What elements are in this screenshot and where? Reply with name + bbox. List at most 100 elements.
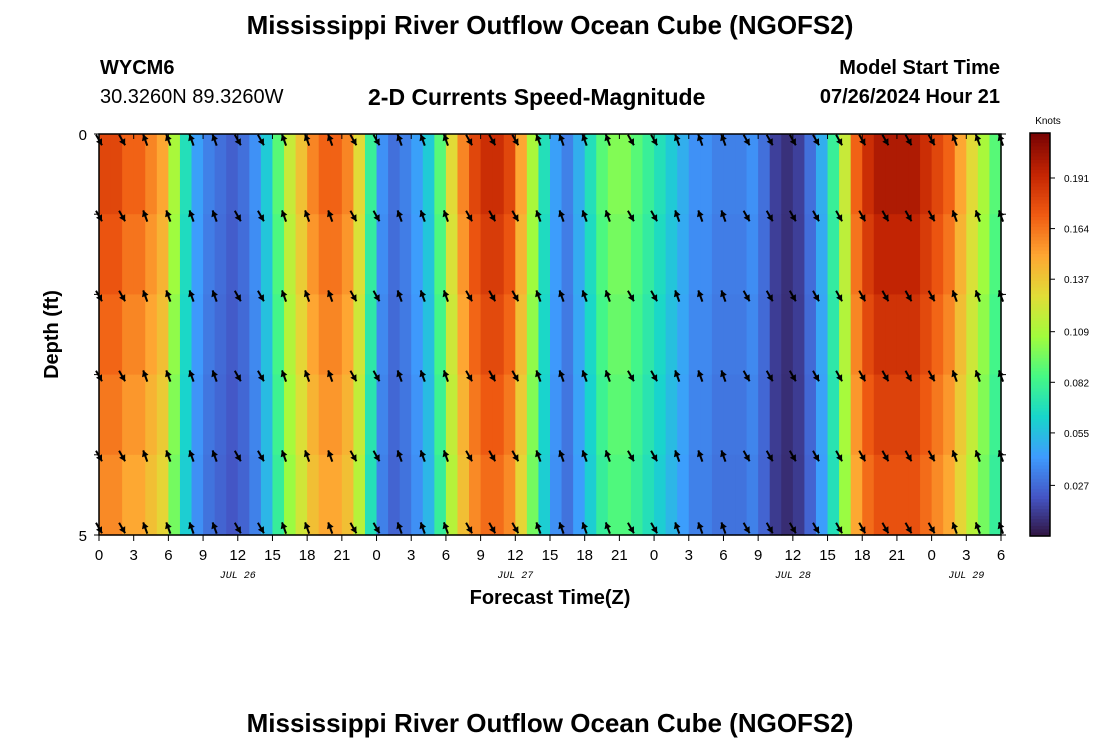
current-arrow xyxy=(650,134,658,146)
heatmap-cell xyxy=(596,454,609,536)
current-arrow xyxy=(142,210,149,222)
heatmap-cell xyxy=(954,454,967,536)
colorbar-segment xyxy=(1030,368,1050,373)
heatmap-cell xyxy=(873,214,886,295)
current-arrow xyxy=(327,370,334,382)
heatmap-cell xyxy=(966,214,979,295)
heatmap-cell xyxy=(191,294,204,376)
current-arrow xyxy=(488,370,497,382)
heatmap-cell xyxy=(550,374,563,456)
colorbar-segment xyxy=(1030,515,1050,520)
heatmap-cell xyxy=(515,214,528,295)
current-arrow xyxy=(581,210,588,222)
heatmap-cell xyxy=(307,214,320,295)
x-tick-label: 15 xyxy=(264,547,281,564)
heatmap-cell xyxy=(758,454,771,536)
current-arrow xyxy=(257,134,265,146)
heatmap-cell xyxy=(723,294,736,376)
current-arrow xyxy=(465,210,473,222)
heatmap-cell xyxy=(630,454,644,536)
current-arrow xyxy=(211,522,218,534)
colorbar-segment xyxy=(1030,371,1050,376)
current-arrow xyxy=(558,370,565,382)
heatmap-cell xyxy=(168,294,181,376)
heatmap-cell xyxy=(665,214,678,295)
heatmap-cell xyxy=(122,454,135,536)
heatmap-cell xyxy=(839,454,852,536)
heatmap-cell xyxy=(827,134,840,215)
colorbar-segment xyxy=(1030,532,1050,537)
heatmap-cell xyxy=(850,374,863,456)
current-arrow xyxy=(812,522,820,534)
heatmap-cell xyxy=(526,374,540,456)
heatmap-cell xyxy=(434,454,447,536)
heatmap-cell xyxy=(480,214,493,295)
heatmap-cell xyxy=(908,294,921,376)
colorbar-segment xyxy=(1030,411,1050,416)
heatmap-cell xyxy=(538,214,551,295)
heatmap-cell xyxy=(550,454,563,536)
heatmap-cell xyxy=(538,454,551,536)
heatmap-cell xyxy=(758,294,771,376)
heatmap-cell xyxy=(792,134,806,215)
colorbar-segment xyxy=(1030,505,1050,510)
heatmap-cell xyxy=(538,294,551,376)
heatmap-cell xyxy=(908,374,921,456)
current-arrow xyxy=(604,450,612,462)
heatmap-cell xyxy=(399,134,412,215)
heatmap-cell xyxy=(977,214,991,295)
heatmap-cell xyxy=(688,294,701,376)
heatmap-cell xyxy=(688,214,701,295)
heatmap-cell xyxy=(596,134,609,215)
current-arrow xyxy=(419,522,427,534)
colorbar-segment xyxy=(1030,482,1050,487)
current-arrow xyxy=(303,450,311,462)
colorbar-segment xyxy=(1030,183,1050,188)
heatmap-cell xyxy=(284,374,297,456)
heatmap-cell xyxy=(920,374,933,456)
x-tick-label: 12 xyxy=(229,547,246,564)
colorbar-segment xyxy=(1030,163,1050,168)
current-arrow xyxy=(951,134,958,146)
heatmap-cell xyxy=(515,454,528,536)
heatmap-cell xyxy=(110,454,123,536)
colorbar-segment xyxy=(1030,405,1050,409)
current-arrow xyxy=(165,522,172,534)
current-arrow xyxy=(442,450,450,462)
heatmap-cell xyxy=(723,374,736,456)
heatmap-cell xyxy=(457,134,470,215)
heatmap-cell xyxy=(642,374,655,456)
current-arrow xyxy=(858,134,867,146)
heatmap-cell xyxy=(318,374,331,456)
heatmap-cell xyxy=(110,374,123,456)
x-tick-label: 3 xyxy=(962,547,970,564)
heatmap-cell xyxy=(989,134,1002,215)
colorbar-segment xyxy=(1030,478,1050,483)
current-arrow xyxy=(627,450,635,462)
x-date-label: JUL 28 xyxy=(775,571,811,582)
x-tick-label: 0 xyxy=(372,547,380,564)
colorbar-segment xyxy=(1030,169,1050,174)
colorbar-segment xyxy=(1030,398,1050,403)
heatmap-cell xyxy=(526,214,540,295)
heatmap-cell xyxy=(307,454,320,536)
heatmap-cell xyxy=(168,454,181,536)
current-arrow xyxy=(165,370,172,382)
current-arrow xyxy=(372,370,381,382)
heatmap-cell xyxy=(619,294,632,376)
current-arrow xyxy=(349,522,358,534)
heatmap-cell xyxy=(850,214,863,295)
heatmap-cell xyxy=(630,134,644,215)
heatmap-cell xyxy=(191,134,204,215)
heatmap-cell xyxy=(364,374,378,456)
heatmap-cell xyxy=(249,134,262,215)
heatmap-cell xyxy=(943,454,956,536)
current-arrow xyxy=(211,450,218,462)
heatmap-cell xyxy=(792,294,806,376)
colorbar: Knots 0.191 0.164 0.137 0.109 0.082 0.055 0.027 xyxy=(1029,116,1089,537)
heatmap-cell xyxy=(839,374,852,456)
heatmap-cell xyxy=(284,294,297,376)
current-arrow xyxy=(349,370,358,382)
heatmap-cell xyxy=(850,294,863,376)
current-arrow xyxy=(812,450,820,462)
